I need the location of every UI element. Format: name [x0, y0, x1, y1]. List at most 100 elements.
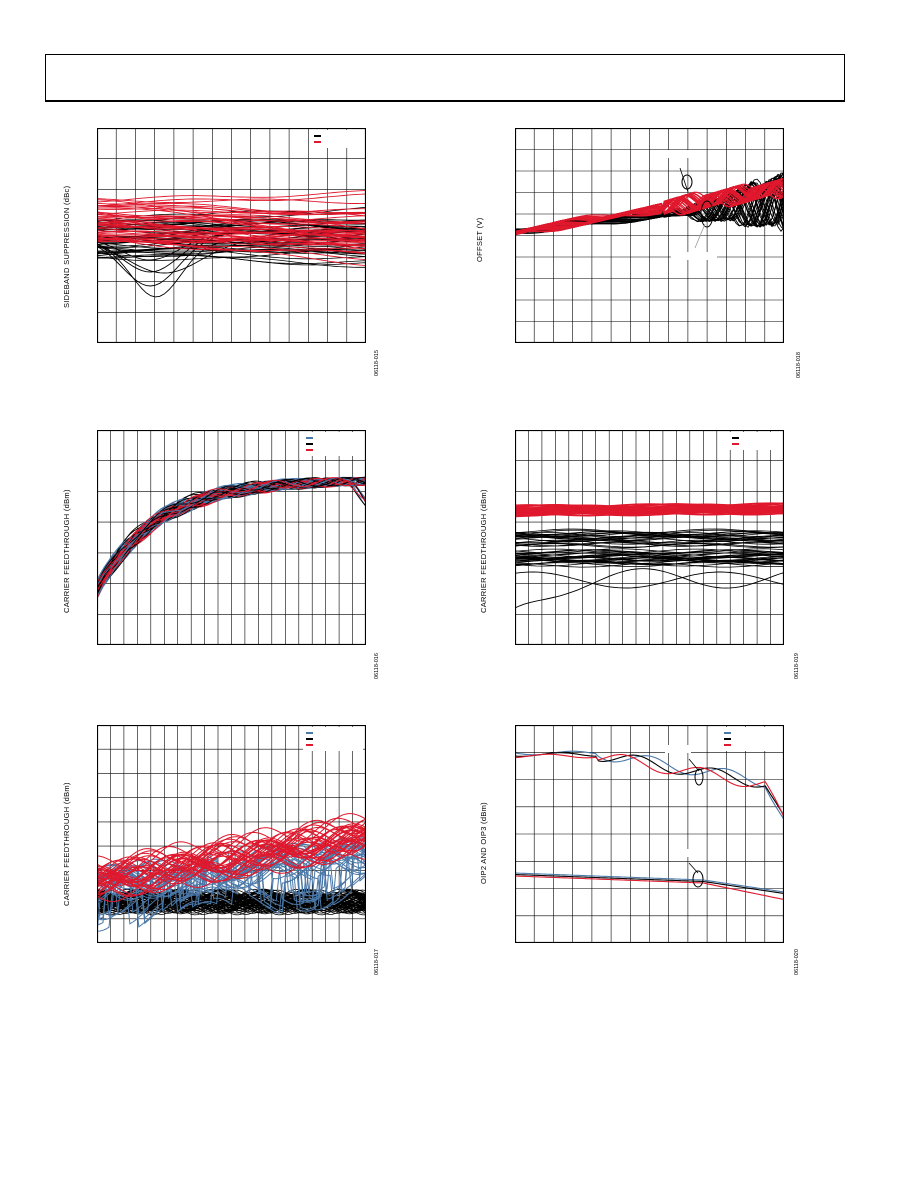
trace [515, 502, 784, 508]
trace [97, 215, 366, 224]
plot-frame [97, 128, 366, 343]
curves [515, 171, 784, 236]
trace [515, 184, 784, 233]
plot-area [97, 128, 366, 343]
y-axis-label: CARRIER FEEDTHROUGH (dBm) [479, 489, 488, 613]
trace [97, 198, 366, 205]
curves [97, 190, 366, 298]
trace [97, 826, 366, 884]
plot-svg [97, 128, 366, 343]
trace [97, 817, 366, 875]
grid [97, 430, 366, 645]
trace [97, 231, 366, 242]
legend-box [311, 130, 363, 148]
curves [97, 813, 366, 933]
trace [97, 248, 366, 260]
trace [97, 247, 366, 257]
callout-label-box [671, 252, 717, 260]
trace [515, 181, 784, 235]
y-axis-label: OIP2 AND OIP3 (dBm) [479, 802, 488, 884]
trace [515, 536, 784, 542]
plot-svg [515, 430, 784, 645]
trace [515, 185, 784, 233]
trace [97, 224, 366, 248]
trace [97, 837, 366, 895]
figure-code: 06118-015 [374, 350, 380, 376]
trace [515, 562, 784, 568]
trace [97, 235, 366, 247]
plot-svg [97, 430, 366, 645]
callout-line [688, 758, 700, 772]
legend [311, 130, 363, 148]
y-axis-label: CARRIER FEEDTHROUGH (dBm) [62, 489, 71, 613]
trace [97, 237, 366, 244]
trace [97, 834, 366, 892]
trace [97, 205, 366, 217]
callout-ellipse [692, 870, 704, 888]
callout-line [694, 223, 706, 249]
y-axis-label: OFFSET (V) [475, 217, 484, 262]
plot-svg [515, 725, 784, 943]
curves [515, 750, 784, 901]
trace [515, 872, 784, 893]
trace [515, 750, 784, 820]
trace [515, 508, 784, 514]
plot-svg [97, 725, 366, 943]
plot-area [97, 430, 366, 645]
trace [97, 830, 366, 888]
trace [97, 476, 366, 584]
callout-label-box [659, 150, 697, 158]
legend [303, 432, 363, 456]
figure-code: 06118-017 [374, 949, 380, 975]
plot-frame [97, 725, 366, 943]
trace [97, 826, 366, 883]
callout-label-box [665, 745, 691, 753]
trace [515, 178, 784, 235]
trace [515, 541, 784, 547]
trace [97, 253, 366, 264]
trace [97, 826, 366, 884]
trace [97, 211, 366, 223]
callout-line [679, 167, 689, 193]
trace [97, 829, 366, 886]
trace [97, 223, 366, 241]
plot-area [515, 430, 784, 645]
trace [97, 233, 366, 249]
trace [515, 562, 784, 567]
curves [515, 502, 784, 609]
trace [97, 851, 366, 932]
trace [515, 548, 784, 554]
trace [515, 531, 784, 537]
grid [515, 725, 784, 943]
figure-code: 06118-020 [794, 949, 800, 975]
trace [515, 182, 784, 234]
trace [97, 226, 366, 236]
trace [97, 830, 366, 888]
legend [303, 727, 363, 751]
figure-code: 06118-018 [796, 352, 802, 378]
plot-svg [515, 128, 784, 343]
plot-area [97, 725, 366, 943]
legend-box [729, 432, 781, 450]
page-header-box [45, 54, 845, 102]
plot-frame [515, 128, 784, 343]
figure-code: 06118-019 [794, 653, 800, 679]
callout-ellipse [694, 768, 704, 786]
trace [97, 478, 366, 590]
trace [515, 557, 784, 562]
trace [97, 207, 366, 230]
trace [515, 873, 784, 895]
trace [97, 819, 366, 877]
callout-label-box [669, 849, 695, 857]
trace [515, 528, 784, 534]
trace [515, 533, 784, 539]
trace [97, 830, 366, 887]
plot-area [515, 725, 784, 943]
trace [97, 202, 366, 214]
trace [97, 828, 366, 886]
plot-frame [97, 430, 366, 645]
trace [515, 568, 784, 609]
trace [97, 223, 366, 235]
trace [515, 502, 784, 508]
callout-ellipse [700, 200, 714, 228]
